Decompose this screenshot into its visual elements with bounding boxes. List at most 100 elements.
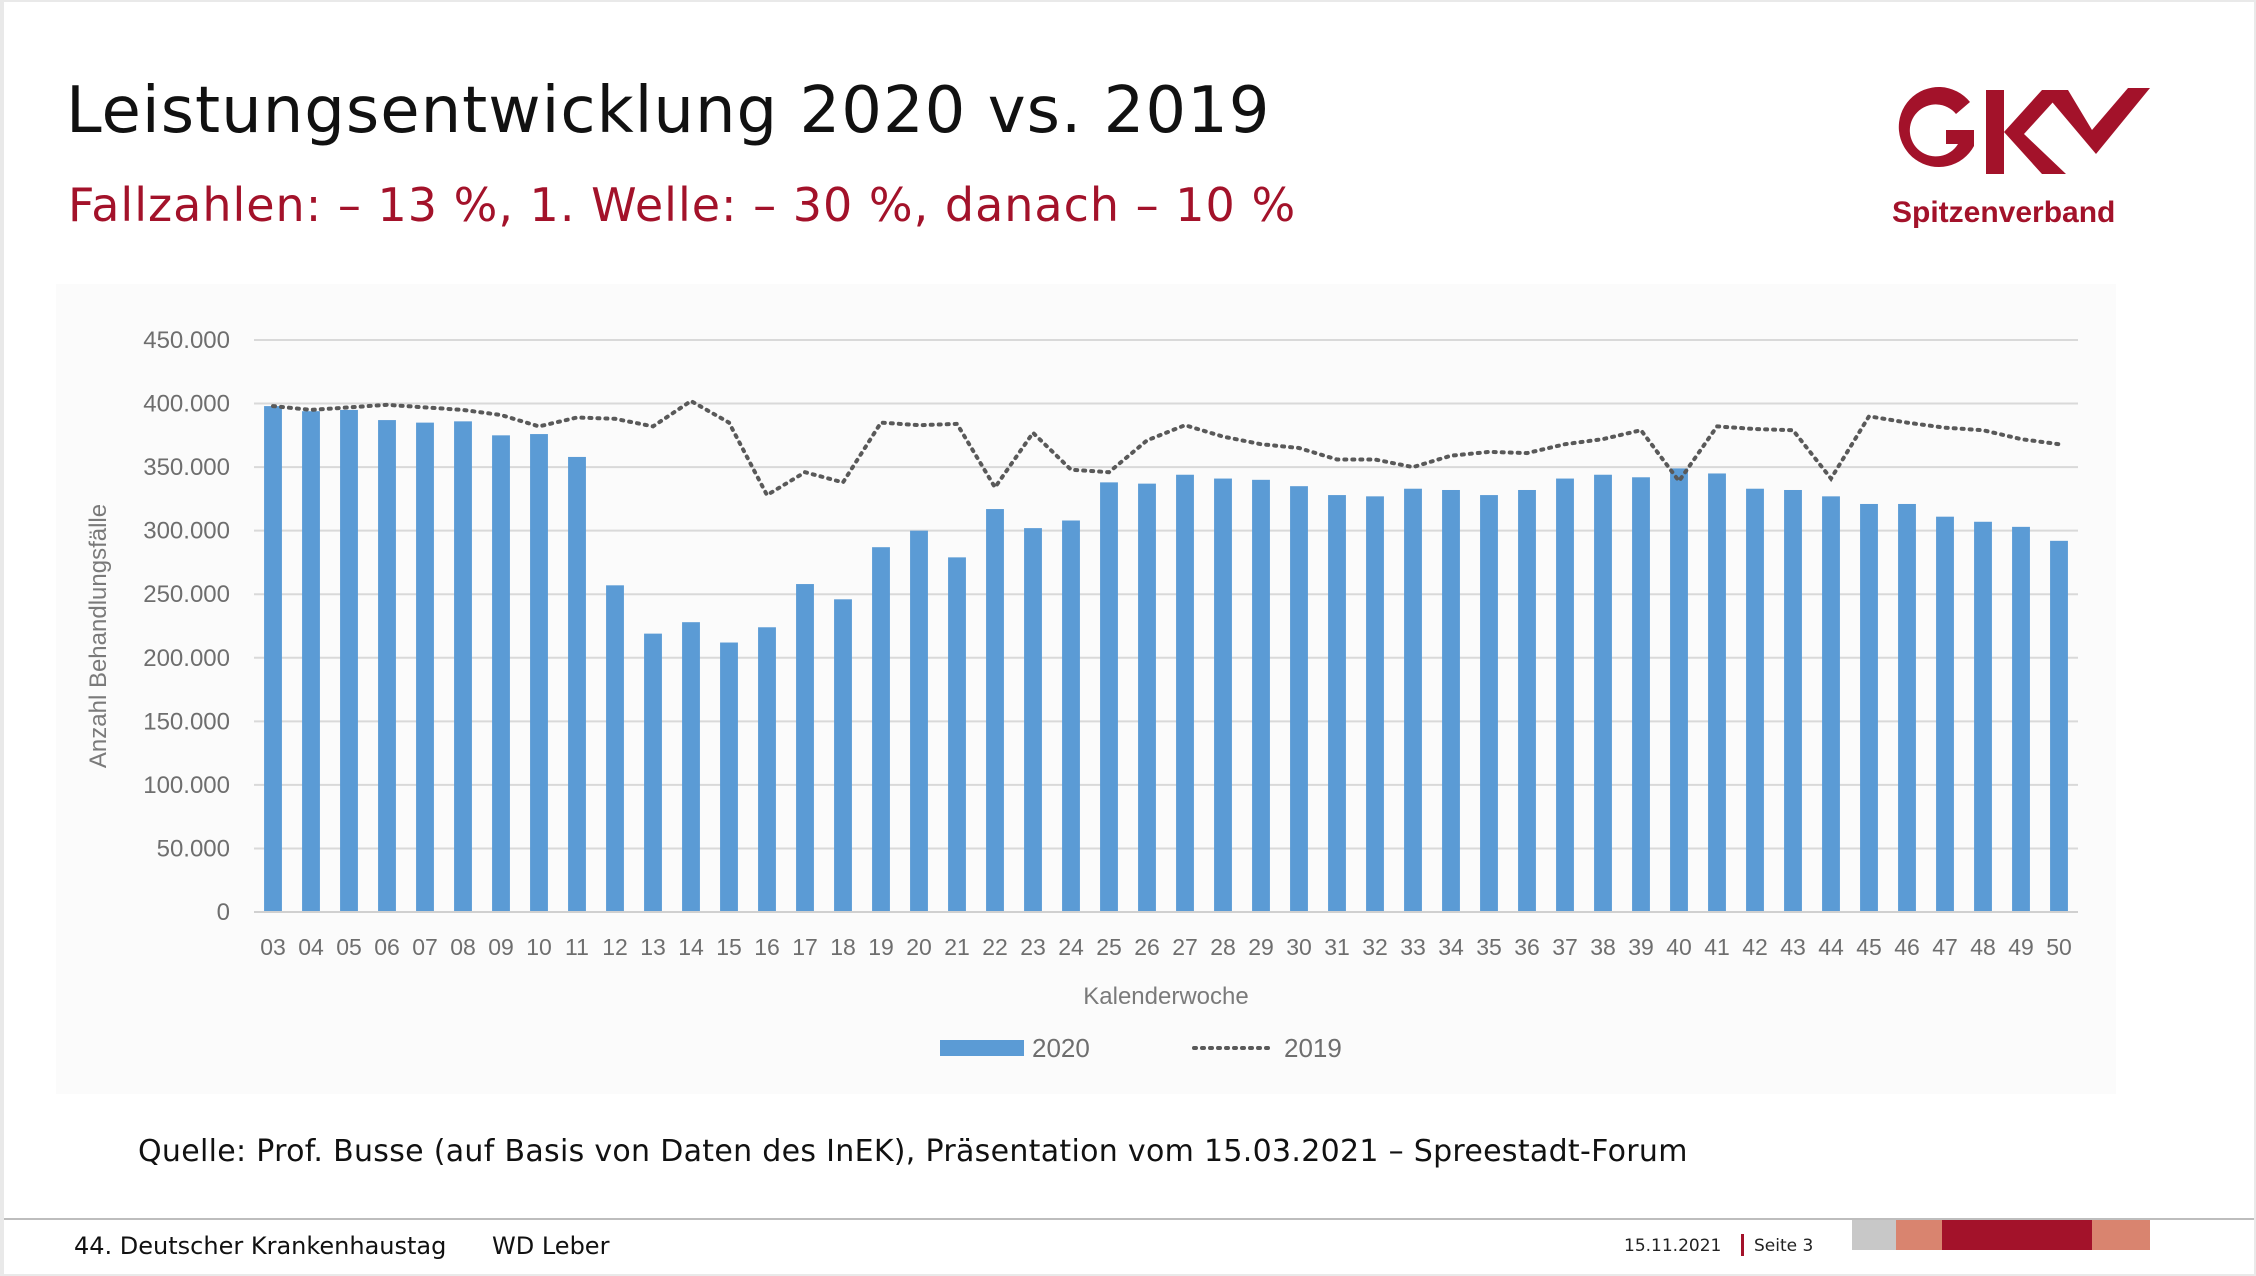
bar-2020 — [1556, 478, 1574, 912]
bar-2020 — [758, 627, 776, 912]
source-note: Quelle: Prof. Busse (auf Basis von Daten… — [138, 1134, 1688, 1169]
legend-swatch-2020 — [940, 1040, 1024, 1056]
bar-2020 — [2012, 526, 2030, 912]
x-tick-label: 06 — [374, 934, 400, 960]
x-tick-label: 23 — [1020, 934, 1046, 960]
bar-2020 — [1366, 496, 1384, 912]
bar-2020 — [1176, 474, 1194, 912]
x-tick-label: 05 — [336, 934, 362, 960]
bar-2020 — [606, 585, 624, 912]
y-tick-label: 100.000 — [143, 772, 230, 799]
bar-2020 — [568, 456, 586, 912]
bar-2020 — [378, 420, 396, 912]
logo-text: Spitzenverband — [1892, 196, 2116, 229]
footer-divider — [4, 1218, 2254, 1220]
bar-2020 — [1860, 503, 1878, 912]
x-tick-label: 40 — [1666, 934, 1692, 960]
slide: Leistungsentwicklung 2020 vs. 2019 Fallz… — [4, 2, 2254, 1274]
bar-2020 — [720, 642, 738, 912]
x-tick-label: 31 — [1324, 934, 1350, 960]
x-tick-label: 15 — [716, 934, 742, 960]
y-tick-label: 200.000 — [143, 645, 230, 672]
bar-2020 — [1708, 473, 1726, 912]
y-tick-label: 350.000 — [143, 454, 230, 481]
x-tick-label: 30 — [1286, 934, 1312, 960]
x-tick-label: 26 — [1134, 934, 1160, 960]
x-tick-label: 46 — [1894, 934, 1920, 960]
bar-2020 — [1290, 486, 1308, 912]
x-tick-label: 37 — [1552, 934, 1578, 960]
bar-2020 — [416, 422, 434, 912]
x-tick-label: 45 — [1856, 934, 1882, 960]
x-tick-label: 38 — [1590, 934, 1616, 960]
footer-date: 15.11.2021 — [1624, 1236, 1722, 1256]
x-tick-label: 47 — [1932, 934, 1958, 960]
bar-2020 — [1898, 503, 1916, 912]
bar-2020 — [302, 411, 320, 912]
footer-info: 44. Deutscher Krankenhaustag WD Leber — [74, 1232, 647, 1260]
footer-strip-salmon-right — [2092, 1220, 2150, 1250]
bar-2020 — [1936, 516, 1954, 912]
x-tick-label: 22 — [982, 934, 1008, 960]
bar-2020 — [1518, 489, 1536, 912]
y-tick-label: 250.000 — [143, 581, 230, 608]
x-tick-label: 36 — [1514, 934, 1540, 960]
y-axis-label: Anzahl Behandlungsfälle — [85, 504, 112, 768]
bar-2020 — [1594, 474, 1612, 912]
gkv-logo: Spitzenverband — [1892, 84, 2152, 244]
bar-2020 — [1480, 495, 1498, 912]
x-tick-label: 48 — [1970, 934, 1996, 960]
line-2019 — [271, 398, 2061, 498]
x-tick-label: 29 — [1248, 934, 1274, 960]
bar-2020 — [682, 622, 700, 912]
bar-2020 — [454, 421, 472, 912]
x-tick-label: 20 — [906, 934, 932, 960]
bar-2020 — [910, 530, 928, 912]
x-tick-label: 41 — [1704, 934, 1730, 960]
footer-author: WD Leber — [492, 1232, 610, 1260]
x-tick-label: 04 — [298, 934, 324, 960]
bar-2020 — [1442, 489, 1460, 912]
x-tick-label: 49 — [2008, 934, 2034, 960]
x-tick-label: 34 — [1438, 934, 1464, 960]
page-title: Leistungsentwicklung 2020 vs. 2019 — [66, 74, 1271, 148]
x-tick-label: 17 — [792, 934, 818, 960]
footer-page-number: Seite 3 — [1754, 1236, 1814, 1256]
bar-2020 — [1062, 520, 1080, 912]
y-tick-label: 50.000 — [157, 835, 230, 862]
bar-2020 — [264, 406, 282, 912]
bar-2020 — [492, 435, 510, 912]
bar-2020 — [530, 434, 548, 912]
x-tick-label: 07 — [412, 934, 438, 960]
x-tick-label: 35 — [1476, 934, 1502, 960]
x-tick-label: 16 — [754, 934, 780, 960]
footer-strip-red — [1942, 1220, 2092, 1250]
x-tick-label: 09 — [488, 934, 514, 960]
footer-event: 44. Deutscher Krankenhaustag — [74, 1232, 447, 1260]
y-tick-label: 300.000 — [143, 518, 230, 545]
page-subtitle: Fallzahlen: – 13 %, 1. Welle: – 30 %, da… — [68, 178, 1297, 232]
bar-2020 — [1024, 528, 1042, 912]
x-tick-label: 43 — [1780, 934, 1806, 960]
bar-2020 — [1784, 489, 1802, 912]
y-tick-label: 400.000 — [143, 391, 230, 418]
bar-2020 — [1746, 488, 1764, 912]
bar-2020 — [834, 599, 852, 912]
bar-2020 — [1974, 521, 1992, 912]
bar-2020 — [872, 547, 890, 912]
x-tick-label: 18 — [830, 934, 856, 960]
x-tick-label: 10 — [526, 934, 552, 960]
footer-strip-gray — [1852, 1220, 1896, 1250]
x-tick-label: 27 — [1172, 934, 1198, 960]
bar-2020 — [1632, 477, 1650, 912]
bar-2020 — [986, 509, 1004, 912]
bar-2020 — [1100, 482, 1118, 912]
legend-label-2020: 2020 — [1032, 1033, 1090, 1063]
x-tick-label: 39 — [1628, 934, 1654, 960]
bar-2020 — [948, 557, 966, 912]
x-tick-label: 03 — [260, 934, 286, 960]
bar-2020 — [1252, 479, 1270, 912]
x-tick-label: 25 — [1096, 934, 1122, 960]
footer-separator — [1741, 1234, 1744, 1256]
x-tick-label: 19 — [868, 934, 894, 960]
